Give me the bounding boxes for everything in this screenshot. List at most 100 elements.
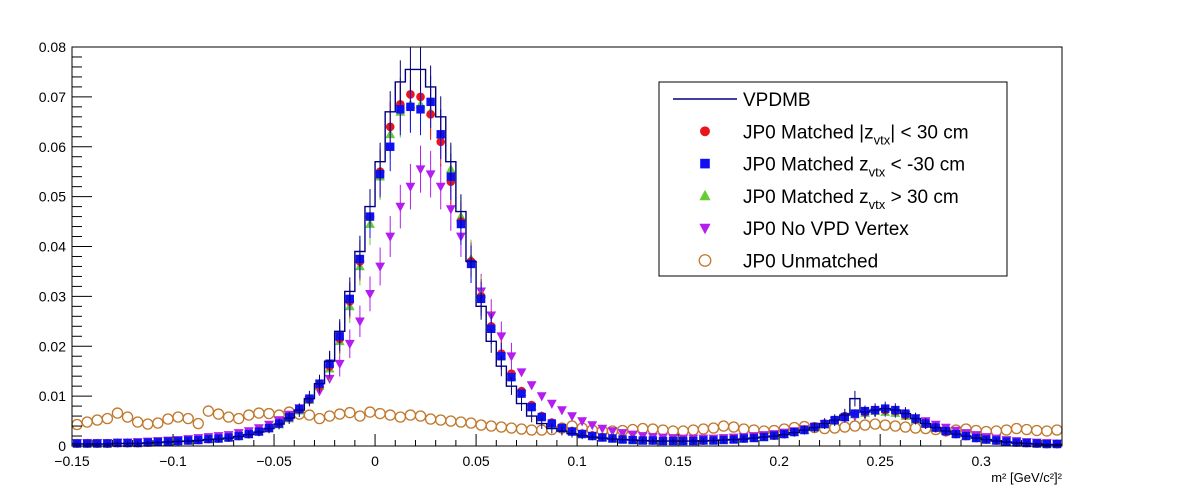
data-point <box>597 424 608 434</box>
data-point <box>212 408 225 420</box>
series-5 <box>71 405 1063 438</box>
legend-label: VPDMB <box>743 90 811 111</box>
data-point <box>202 405 215 417</box>
legend-label-subscript: vtx <box>874 132 891 147</box>
data-point <box>567 412 577 422</box>
data-point <box>850 409 860 418</box>
x-axis-title: m² [GeV/c²]² <box>991 470 1062 485</box>
data-point <box>395 202 406 212</box>
data-point <box>506 352 517 362</box>
data-point <box>182 412 194 425</box>
legend-label-main: JP0 Matched z <box>743 187 869 208</box>
data-point <box>111 407 124 419</box>
legend-label-main: JP0 No VPD Vertex <box>743 219 909 240</box>
x-tick-label: −0.15 <box>54 453 90 469</box>
y-tick-label: 0.01 <box>39 388 66 404</box>
legend-label-suffix: < -30 cm <box>885 155 965 176</box>
x-tick-label: 0.2 <box>769 453 789 469</box>
data-point <box>496 332 507 342</box>
data-point <box>547 419 557 428</box>
data-point <box>536 392 547 402</box>
legend-marker <box>699 189 711 201</box>
legend-label-main: JP0 Unmatched <box>743 252 878 273</box>
x-tick-label: −0.1 <box>159 453 187 469</box>
x-tick-label: −0.05 <box>256 453 292 469</box>
legend-label: JP0 Matched |zvtx| < 30 cm <box>743 122 969 147</box>
legend-label-suffix: | < 30 cm <box>890 122 968 143</box>
x-tick-label: 0.3 <box>971 453 991 469</box>
data-point <box>405 182 416 192</box>
data-point <box>406 102 415 112</box>
data-point <box>355 317 365 327</box>
legend-label-main: JP0 Matched z <box>743 155 869 176</box>
data-point <box>396 105 405 114</box>
data-point <box>546 399 557 409</box>
data-point <box>416 105 425 114</box>
data-point <box>386 142 395 151</box>
legend-label-subscript: vtx <box>869 197 886 212</box>
data-point <box>121 411 134 423</box>
axes: −0.15 −0.1 −0.05 0 0.05 0.1 0.15 0.2 0.25 0.3 0 0.0… <box>39 39 1063 469</box>
legend-marker <box>699 223 711 235</box>
y-tick-label: 0.06 <box>39 139 66 155</box>
data-point <box>385 232 396 242</box>
data-point <box>445 205 456 215</box>
data-point <box>527 402 536 412</box>
data-point <box>587 421 598 431</box>
data-point <box>507 372 516 382</box>
y-tick-label: 0.04 <box>39 239 66 255</box>
legend-box <box>658 81 1008 277</box>
legend-label-main: VPDMB <box>743 90 811 111</box>
data-point <box>152 417 164 429</box>
series-0 <box>72 47 1062 446</box>
data-point <box>344 339 355 350</box>
data-point <box>101 412 114 425</box>
legend-marker <box>698 254 712 267</box>
x-tick-label: 0 <box>371 453 379 469</box>
x-tick-label: 0.05 <box>462 453 489 469</box>
data-point <box>375 262 386 272</box>
legend-label-suffix: > 30 cm <box>885 187 958 208</box>
y-tick-label: 0.07 <box>39 89 66 105</box>
data-point <box>232 412 245 425</box>
legend-label: JP0 Matched zvtx < -30 cm <box>743 155 965 180</box>
legend-marker <box>700 158 710 169</box>
data-point <box>425 170 436 180</box>
y-tick-label: 0.02 <box>39 338 66 354</box>
y-tick-label: 0.03 <box>39 288 66 304</box>
data-point <box>344 406 356 419</box>
data-point <box>607 427 618 437</box>
data-point <box>537 412 546 422</box>
y-tick-label: 0 <box>58 438 66 454</box>
y-tick-label: 0.08 <box>39 39 66 55</box>
legend-label: JP0 Unmatched <box>743 252 878 273</box>
legend-marker <box>700 126 710 137</box>
data-point <box>526 381 537 391</box>
legend-label-subscript: vtx <box>869 165 886 180</box>
x-tick-label: 0.25 <box>867 453 894 469</box>
data-point <box>516 368 527 378</box>
data-point <box>435 182 446 192</box>
data-point <box>334 359 345 369</box>
data-point <box>354 410 366 422</box>
data-point <box>487 324 496 333</box>
data-point <box>192 417 204 430</box>
data-point <box>415 165 426 175</box>
y-tick-label: 0.05 <box>39 189 66 205</box>
data-point <box>303 409 316 421</box>
x-tick-label: 0.15 <box>664 453 691 469</box>
data-point <box>617 429 628 439</box>
data-point <box>517 389 526 398</box>
data-point <box>414 410 427 422</box>
plot-data <box>71 47 1063 449</box>
legend-label-main: JP0 Matched |z <box>743 122 874 143</box>
vpdmb-histogram-line <box>72 68 1062 446</box>
data-point <box>365 290 375 300</box>
legend-label: JP0 Matched zvtx > 30 cm <box>743 187 959 212</box>
data-point <box>577 417 588 427</box>
data-point <box>557 406 567 416</box>
x-tick-label: 0.1 <box>567 453 587 469</box>
legend-label: JP0 No VPD Vertex <box>743 219 909 240</box>
